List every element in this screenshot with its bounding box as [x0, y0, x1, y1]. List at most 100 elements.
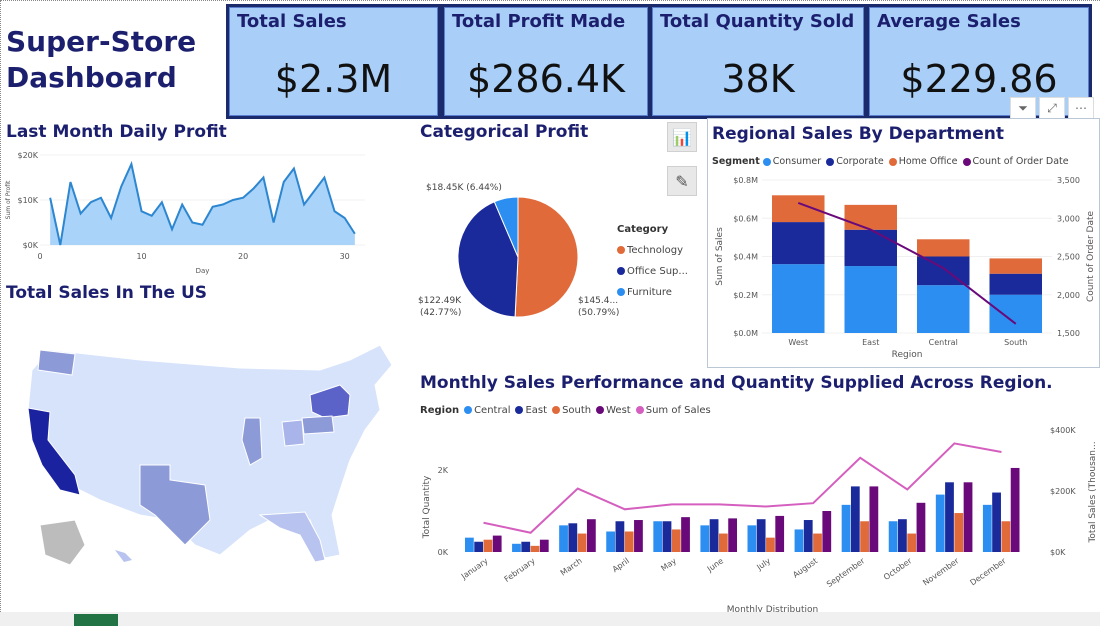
bar-west[interactable] — [869, 486, 879, 552]
bar-consumer[interactable] — [989, 294, 1043, 333]
bar-central[interactable] — [982, 504, 992, 552]
kpi-average-sales[interactable]: Average Sales $229.86 — [866, 4, 1092, 119]
bar-west[interactable] — [728, 518, 737, 552]
bar-central[interactable] — [841, 504, 851, 552]
bar-corporate[interactable] — [844, 229, 898, 267]
bar-consumer[interactable] — [772, 264, 825, 333]
bar-central[interactable] — [512, 543, 521, 552]
bar-south[interactable] — [813, 533, 822, 552]
format-icon[interactable]: ✎ — [667, 166, 697, 196]
bar-central[interactable] — [559, 525, 568, 552]
bar-east[interactable] — [898, 519, 907, 552]
focus-mode-icon[interactable]: ⤢ — [1039, 97, 1065, 119]
bar-east[interactable] — [568, 523, 578, 552]
bar-consumer[interactable] — [844, 266, 898, 333]
map-us-mainland — [27, 344, 393, 559]
map-state-washington — [37, 349, 76, 376]
bar-south[interactable] — [860, 521, 869, 552]
chart-icon[interactable]: 📊 — [667, 122, 697, 152]
bar-east[interactable] — [945, 482, 954, 552]
bar-east[interactable] — [615, 521, 625, 552]
page-tab[interactable] — [74, 614, 118, 626]
sales-line — [483, 442, 1002, 534]
x-tick-label: February — [503, 556, 537, 584]
bar-central[interactable] — [747, 525, 757, 552]
map-state-hawaii — [115, 550, 132, 562]
bar-central[interactable] — [606, 531, 616, 553]
bar-east[interactable] — [709, 519, 719, 552]
us-sales-map[interactable] — [20, 340, 400, 570]
bar-central[interactable] — [700, 525, 710, 552]
bar-south[interactable] — [766, 537, 775, 552]
kpi-value: $2.3M — [274, 57, 393, 101]
legend-central[interactable]: Central — [474, 405, 511, 416]
bar-west[interactable] — [586, 519, 596, 552]
map-state-pennsylvania — [301, 415, 335, 435]
kpi-total-quantity[interactable]: Total Quantity Sold 38K — [649, 4, 867, 119]
bar-east[interactable] — [992, 492, 1001, 552]
bar-south[interactable] — [907, 533, 917, 552]
bar-central[interactable] — [653, 521, 663, 552]
x-tick-label: Central — [929, 338, 958, 347]
legend-west[interactable]: West — [606, 405, 631, 416]
bar-west[interactable] — [916, 502, 926, 552]
legend-item-office[interactable]: Office Sup... — [617, 261, 688, 282]
bar-east[interactable] — [803, 520, 813, 552]
bar-central[interactable] — [888, 521, 898, 552]
y2-axis-title: Total Sales (Thousan... — [1088, 441, 1098, 543]
bar-south[interactable] — [577, 533, 587, 552]
bar-east[interactable] — [474, 541, 484, 552]
more-options-button[interactable]: ⋯ — [1068, 97, 1094, 119]
legend-title: Category — [617, 224, 669, 235]
legend-south[interactable]: South — [562, 405, 592, 416]
legend-item-technology[interactable]: Technology — [617, 240, 688, 261]
bar-south[interactable] — [718, 533, 728, 552]
bar-consumer[interactable] — [917, 285, 970, 333]
filter-icon[interactable]: ⏷ — [1010, 97, 1036, 119]
legend-count[interactable]: Count of Order Date — [972, 156, 1069, 167]
bar-west[interactable] — [775, 515, 785, 552]
kpi-total-sales[interactable]: Total Sales $2.3M — [226, 4, 441, 119]
bar-east[interactable] — [662, 521, 672, 552]
bar-west[interactable] — [963, 482, 973, 552]
bar-central[interactable] — [935, 494, 945, 552]
y-tick-label: $0.8M — [733, 176, 758, 185]
legend-home-office[interactable]: Home Office — [898, 156, 958, 167]
legend-consumer[interactable]: Consumer — [772, 156, 822, 167]
bar-corporate[interactable] — [989, 273, 1043, 295]
bar-west[interactable] — [681, 517, 690, 552]
bar-home-office[interactable] — [989, 258, 1043, 274]
bar-central[interactable] — [794, 529, 804, 552]
pie-pct-technology: (50.79%) — [578, 308, 620, 318]
kpi-total-profit[interactable]: Total Profit Made $286.4K — [441, 4, 651, 119]
bar-south[interactable] — [954, 513, 964, 552]
bar-home-office[interactable] — [844, 204, 898, 230]
legend-item-furniture[interactable]: Furniture — [617, 282, 688, 303]
legend-sum-sales[interactable]: Sum of Sales — [645, 405, 711, 416]
bar-south[interactable] — [483, 539, 493, 552]
categorical-profit-title: Categorical Profit — [420, 122, 589, 142]
y-tick-label: $20K — [17, 151, 38, 160]
x-axis-title: Region — [892, 350, 923, 360]
legend-east[interactable]: East — [525, 405, 548, 416]
bar-west[interactable] — [492, 535, 502, 552]
kpi-value: $286.4K — [467, 57, 625, 101]
bar-south[interactable] — [671, 529, 681, 552]
bar-east[interactable] — [756, 519, 766, 552]
legend-corporate[interactable]: Corporate — [836, 156, 884, 167]
bar-west[interactable] — [539, 539, 549, 552]
bar-west[interactable] — [634, 520, 643, 552]
bar-south[interactable] — [624, 531, 634, 553]
bar-east[interactable] — [850, 486, 860, 552]
bar-south[interactable] — [530, 545, 540, 552]
pie-label-furniture: $18.45K (6.44%) — [426, 183, 502, 193]
bar-east[interactable] — [521, 541, 531, 552]
bar-west[interactable] — [1010, 467, 1020, 552]
us-map-title: Total Sales In The US — [6, 283, 208, 303]
bar-central[interactable] — [465, 537, 474, 552]
categorical-profit-pie[interactable] — [415, 175, 665, 335]
bar-home-office[interactable] — [917, 239, 970, 257]
bar-south[interactable] — [1001, 521, 1011, 552]
bar-corporate[interactable] — [772, 222, 825, 265]
bar-west[interactable] — [822, 511, 832, 552]
